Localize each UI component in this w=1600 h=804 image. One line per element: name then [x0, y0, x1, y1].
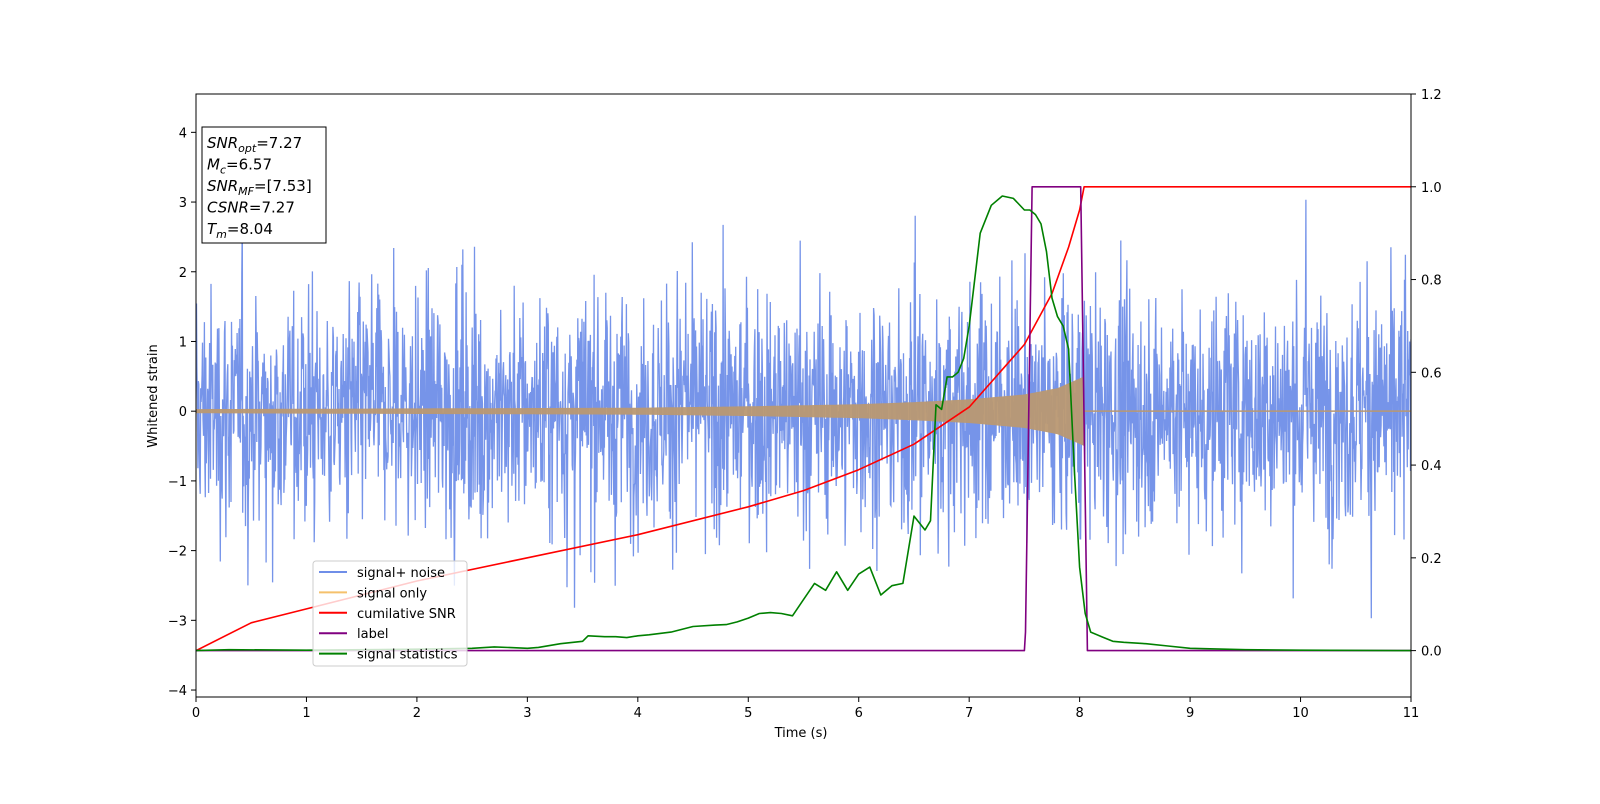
y-left-tick-label: −3 [168, 614, 187, 629]
legend-label: signal only [357, 586, 427, 601]
y-left-tick-label: 3 [179, 196, 187, 211]
x-axis: 0 1 2 3 4 5 6 7 8 9 10 11 [192, 697, 1419, 721]
y-left-tick-label: −1 [168, 475, 187, 490]
annotation-frame [201, 126, 327, 244]
y-axis-left: −4 −3 −2 −1 0 1 2 3 4 [168, 126, 196, 699]
x-axis-label: Time (s) [774, 726, 828, 741]
y-right-tick-label: 0.8 [1421, 274, 1442, 289]
y-left-tick-label: −4 [168, 684, 187, 699]
series-signal-only-fill [196, 376, 1085, 446]
annotation-line: CSNR=7.27 [207, 199, 295, 217]
y-left-tick-label: 2 [179, 266, 187, 281]
y-right-tick-label: 0.2 [1421, 552, 1442, 567]
y-left-tick-label: 0 [179, 405, 187, 420]
y-right-tick-label: 0.4 [1421, 459, 1442, 474]
series-label-line [196, 186, 1411, 652]
x-tick-label: 5 [744, 706, 752, 721]
x-tick-label: 6 [855, 706, 863, 721]
y-left-tick-label: 4 [179, 126, 187, 141]
y-axis-right: 0.0 0.2 0.4 0.6 0.8 1.0 1.2 [1411, 88, 1442, 660]
annotation-line: SNRopt=7.27 [207, 134, 302, 155]
y-right-tick-label: 1.2 [1421, 88, 1442, 103]
x-tick-label: 7 [965, 706, 973, 721]
legend-label: signal+ noise [357, 566, 445, 581]
y-right-tick-label: 0.6 [1421, 366, 1442, 381]
plot-frame [195, 93, 1412, 698]
legend-label: cumilative SNR [357, 607, 456, 622]
legend-label: label [357, 627, 388, 642]
x-tick-label: 8 [1075, 706, 1083, 721]
legend: signal+ noise signal only cumilative SNR la… [312, 560, 468, 667]
y-left-tick-label: −2 [168, 545, 187, 560]
legend-frame [312, 560, 468, 667]
y-right-tick-label: 1.0 [1421, 181, 1442, 196]
x-tick-label: 0 [192, 706, 200, 721]
annotation-line: Tm=8.04 [207, 220, 273, 241]
x-tick-label: 9 [1186, 706, 1194, 721]
x-tick-label: 10 [1292, 706, 1309, 721]
x-tick-label: 2 [413, 706, 421, 721]
y-axis-label: Whitened strain [146, 344, 161, 447]
x-tick-label: 1 [302, 706, 310, 721]
annotation-line: Mc=6.57 [207, 156, 272, 177]
x-tick-label: 3 [523, 706, 531, 721]
annotation-line: SNRMF=[7.53] [207, 177, 312, 198]
y-left-tick-label: 1 [179, 335, 187, 350]
x-tick-label: 11 [1403, 706, 1420, 721]
legend-label: signal statistics [357, 648, 458, 663]
series-signal-noise-line [196, 199, 1411, 619]
x-tick-label: 4 [634, 706, 642, 721]
y-right-tick-label: 0.0 [1421, 645, 1442, 660]
series-signal-statistics-line [196, 195, 1411, 652]
